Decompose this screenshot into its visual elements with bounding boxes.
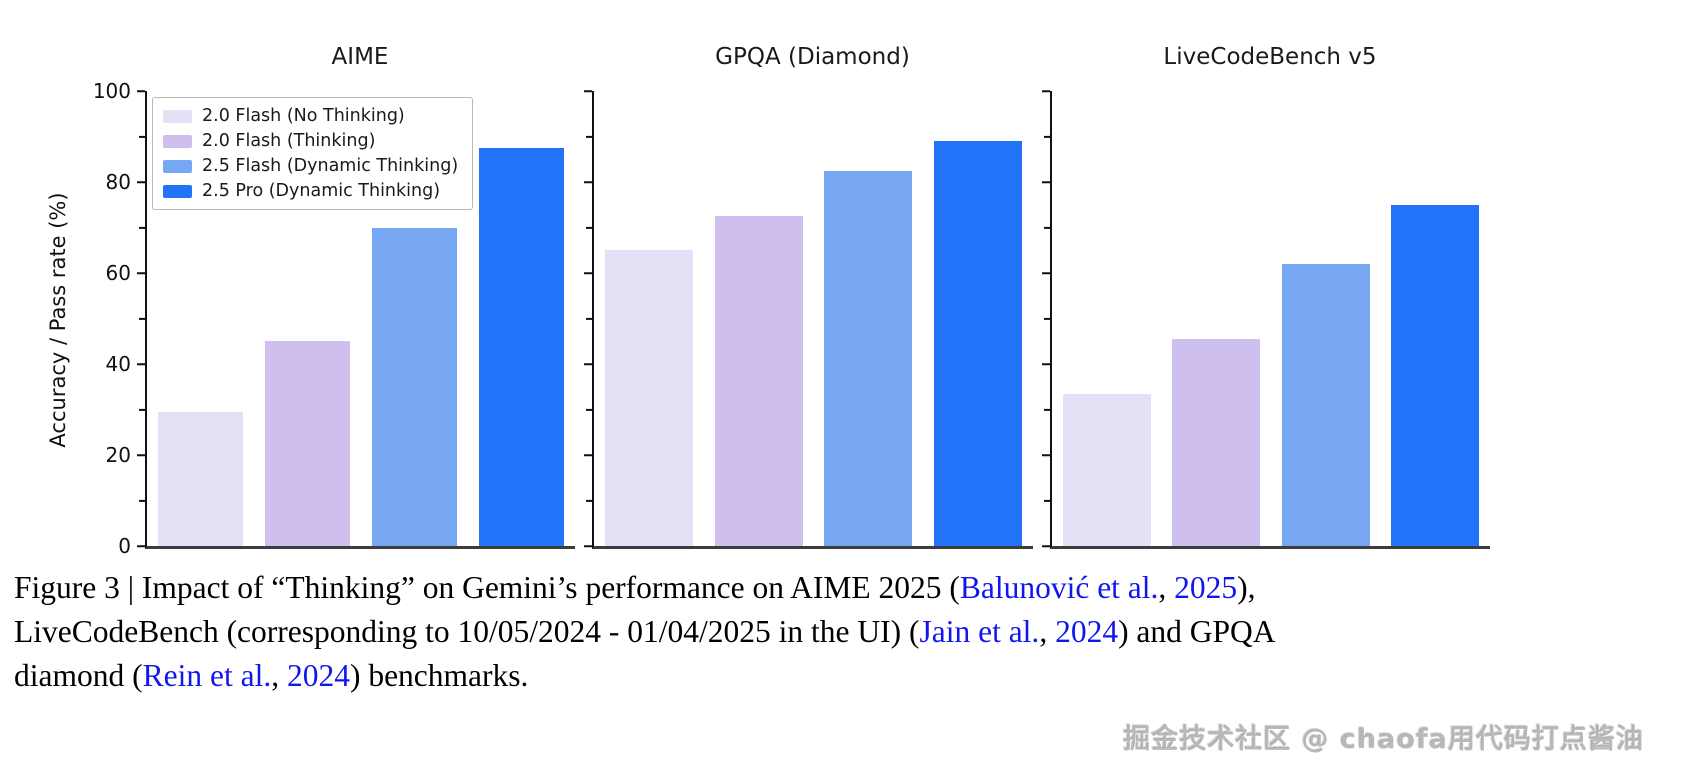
bar-2.5-flash-dynamic-thinking [371,227,458,546]
y-axis-major-tick [137,271,145,275]
legend-swatch-icon [163,109,192,123]
chart-legend: 2.0 Flash (No Thinking) 2.0 Flash (Think… [152,97,474,210]
plot-gpqa-diamond [584,89,1033,549]
y-axis-major-tick [137,544,145,548]
caption-text: ) benchmarks. [349,658,529,693]
y-axis-tick-label: 80 [105,170,131,194]
y-axis-minor-tick [1044,226,1050,229]
bar-2.5-flash-dynamic-thinking [824,170,913,546]
y-axis-minor-tick [586,317,592,320]
y-axis-tick-label: 0 [118,534,131,558]
legend-label: 2.0 Flash (No Thinking) [202,106,405,126]
bar-2.0-flash-thinking [264,341,351,546]
bar-2.0-flash-thinking [714,216,803,546]
y-axis-minor-tick [1044,317,1050,320]
legend-label: 2.5 Flash (Dynamic Thinking) [202,156,459,176]
citation-link-jain[interactable]: Jain et al. [919,614,1040,649]
legend-swatch-icon [163,184,192,198]
y-axis-minor-tick [1044,135,1050,138]
y-axis-major-tick [584,89,592,93]
y-axis-minor-tick [586,408,592,411]
y-axis-major-tick [1042,453,1050,457]
caption-text: , [1158,570,1175,605]
bar-2.5-pro-dynamic-thinking [1391,204,1480,546]
figure-3-chart-area: AIME GPQA (Diamond) LiveCodeBench v5 Acc… [46,44,1490,556]
y-axis-minor-tick [586,499,592,502]
chart-title-livecodebench-v5: LiveCodeBench v5 [1163,44,1377,70]
caption-text: ) and GPQA [1118,614,1276,649]
legend-swatch-icon [163,134,192,148]
y-axis-minor-tick [586,135,592,138]
y-axis-major-tick [137,180,145,184]
y-axis-minor-tick [1044,499,1050,502]
caption-text: ), [1237,570,1256,605]
y-axis-major-tick [137,362,145,366]
legend-row: 2.0 Flash (Thinking) [163,131,458,151]
figure-caption: Figure 3 | Impact of “Thinking” on Gemin… [14,566,1674,698]
citation-link-2024-jain[interactable]: 2024 [1055,614,1119,649]
caption-text: Figure 3 | Impact of “Thinking” on Gemin… [14,570,960,605]
caption-text: , [1039,614,1056,649]
bar-2.0-flash-thinking [1172,338,1261,546]
y-axis-tick-label: 60 [105,261,131,285]
y-axis-major-tick [1042,89,1050,93]
y-axis-major-tick [137,89,145,93]
y-axis-major-tick [584,180,592,184]
y-axis-major-tick [137,453,145,457]
caption-line-2: LiveCodeBench (corresponding to 10/05/20… [14,610,1674,654]
y-axis-minor-tick [586,226,592,229]
y-axis-minor-tick [139,135,145,138]
citation-link-2024-rein[interactable]: 2024 [286,658,350,693]
y-axis-major-tick [584,271,592,275]
y-axis-label: Accuracy / Pass rate (%) [46,192,70,448]
watermark-text: 掘金技术社区 @ chaofa用代码打点酱油 [1123,724,1644,755]
y-axis-minor-tick [139,226,145,229]
y-axis-minor-tick [139,499,145,502]
bar-2.5-pro-dynamic-thinking [934,141,1023,546]
y-axis-major-tick [1042,271,1050,275]
legend-row: 2.5 Pro (Dynamic Thinking) [163,181,458,201]
y-axis-tick-label: 20 [105,443,131,467]
citation-link-rein[interactable]: Rein et al. [142,658,272,693]
y-axis-minor-tick [139,317,145,320]
y-axis-tick-label: 100 [92,79,131,103]
bar-2.0-flash-no-thinking [157,411,244,546]
bar-2.5-flash-dynamic-thinking [1281,263,1370,546]
bar-2.0-flash-no-thinking [604,250,693,546]
caption-line-3: diamond (Rein et al., 2024) benchmarks. [14,654,1674,698]
citation-link-2025[interactable]: 2025 [1174,570,1238,605]
legend-label: 2.5 Pro (Dynamic Thinking) [202,181,441,201]
bar-2.0-flash-no-thinking [1062,393,1151,546]
y-axis-major-tick [584,362,592,366]
caption-text: , [271,658,287,693]
legend-swatch-icon [163,159,192,173]
plot-aime: 0 20 40 60 80 100 [93,81,575,556]
caption-text: diamond ( [14,658,143,693]
y-axis-major-tick [584,453,592,457]
y-axis-major-tick [584,544,592,548]
bar-2.5-pro-dynamic-thinking [478,147,565,546]
plot-livecodebench-v5 [1042,89,1490,549]
y-axis-major-tick [1042,180,1050,184]
y-axis-major-tick [1042,544,1050,548]
citation-link-balunovic[interactable]: Balunović et al. [959,570,1159,605]
legend-row: 2.0 Flash (No Thinking) [163,106,458,126]
caption-text: LiveCodeBench (corresponding to 10/05/20… [14,614,920,649]
legend-label: 2.0 Flash (Thinking) [202,131,376,151]
caption-line-1: Figure 3 | Impact of “Thinking” on Gemin… [14,566,1674,610]
legend-row: 2.5 Flash (Dynamic Thinking) [163,156,458,176]
y-axis-minor-tick [1044,408,1050,411]
y-axis-tick-label: 40 [105,352,131,376]
y-axis-minor-tick [139,408,145,411]
chart-title-aime: AIME [331,44,389,70]
y-axis-major-tick [1042,362,1050,366]
chart-title-gpqa-diamond: GPQA (Diamond) [715,44,910,70]
